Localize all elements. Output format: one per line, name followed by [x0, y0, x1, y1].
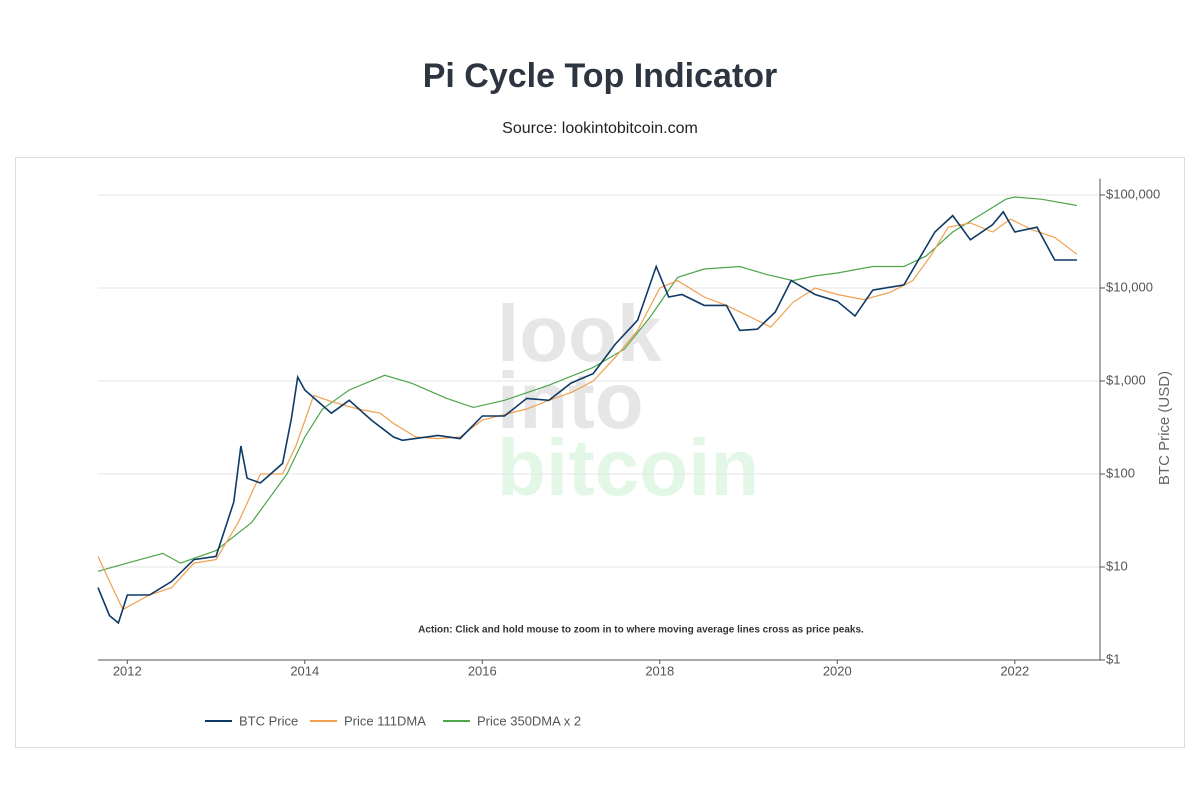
x-tick-label: 2014 — [290, 663, 319, 678]
legend-item: Price 350DMA x 2 — [443, 713, 581, 728]
annotation: Action: Click and hold mouse to zoom in … — [418, 625, 864, 636]
x-tick-label: 2018 — [645, 663, 674, 678]
y-tick-label: $1,000 — [1106, 372, 1146, 387]
frame — [15, 157, 1185, 748]
legend-label: Price 350DMA x 2 — [477, 713, 581, 728]
x-tick-label: 2020 — [823, 663, 852, 678]
chart-subtitle: Source: lookintobitcoin.com — [502, 120, 698, 137]
x-tick-label: 2016 — [468, 663, 497, 678]
watermark-text: into — [497, 356, 644, 445]
legend-item: BTC Price — [205, 713, 298, 728]
line — [97, 210, 1077, 625]
y-tick-label: $100 — [1106, 465, 1135, 480]
legend-label: BTC Price — [239, 713, 298, 728]
watermark: look into bitcoin — [497, 289, 759, 512]
watermark-text: bitcoin — [497, 423, 759, 512]
y-tick-label: $10 — [1106, 558, 1128, 573]
line — [97, 218, 1078, 611]
y-tick-label: $1 — [1106, 651, 1120, 666]
x-tick-label: 2012 — [113, 663, 142, 678]
x-tick-label: 2022 — [1000, 663, 1029, 678]
y-axis-label: BTC Price (USD) — [1156, 371, 1173, 485]
legend-item: Price 111DMA — [310, 713, 426, 728]
y-tick-label: $100,000 — [1106, 186, 1160, 201]
legend-label: Price 111DMA — [344, 713, 426, 728]
y-tick-label: $10,000 — [1106, 279, 1153, 294]
chart-title: Pi Cycle Top Indicator — [423, 57, 778, 95]
